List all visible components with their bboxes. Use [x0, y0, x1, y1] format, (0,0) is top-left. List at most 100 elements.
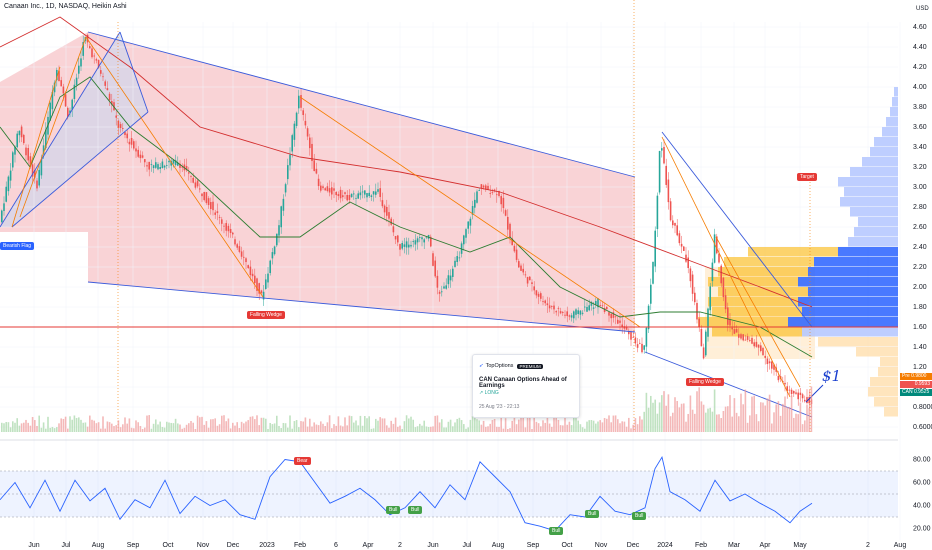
candle-body: [188, 172, 190, 174]
candle-body: [526, 276, 529, 284]
volume-bar: [69, 416, 71, 432]
volume-bar: [590, 420, 593, 432]
idea-source[interactable]: ➶ TopOptions PREMIUM: [479, 363, 543, 369]
volume-profile-bar: [850, 207, 898, 217]
volume-bar: [5, 422, 7, 432]
volume-bar: [9, 427, 12, 432]
volume-profile-bar-value: [748, 247, 838, 257]
candle-body: [559, 311, 562, 314]
candle-body: [410, 244, 412, 247]
volume-bar: [797, 414, 799, 432]
volume-bar: [166, 421, 168, 432]
candle-body: [588, 305, 590, 311]
volume-bar: [410, 416, 412, 432]
volume-bar: [722, 410, 725, 432]
volume-bar: [64, 416, 67, 432]
volume-bar: [645, 392, 648, 432]
volume-bar: [42, 422, 45, 432]
rsi-bear-label: Bear: [294, 457, 311, 465]
candle-body: [284, 184, 287, 193]
volume-bar: [757, 421, 760, 432]
volume-bar: [201, 416, 203, 432]
symbol-header[interactable]: Canaan Inc., 1D, NASDAQ, Heikin Ashi: [4, 3, 127, 10]
candle-body: [656, 195, 659, 230]
candle-body: [581, 312, 584, 314]
candle-body: [394, 236, 397, 240]
candle-body: [399, 244, 401, 250]
time-axis-tick: Feb: [695, 542, 707, 549]
candle-body: [320, 185, 322, 191]
candle-body: [346, 194, 348, 201]
trend-line: [661, 131, 813, 328]
candle-body: [687, 257, 689, 269]
volume-bar: [707, 408, 709, 432]
volume-bar: [335, 425, 337, 432]
volume-bar: [586, 421, 588, 432]
idea-card[interactable]: ➶ TopOptions PREMIUM CAN Canaan Options …: [472, 354, 580, 418]
candle-body: [372, 191, 375, 195]
volume-bar: [320, 421, 322, 432]
candle-body: [339, 189, 342, 199]
volume-bar: [771, 423, 773, 432]
candle-body: [60, 80, 62, 87]
volume-bar: [777, 401, 780, 432]
volume-bar: [205, 421, 208, 432]
idea-date: 25 Aug '23 - 22:13: [479, 404, 520, 410]
volume-bar: [599, 420, 601, 432]
volume-bar: [326, 422, 329, 432]
trend-line: [87, 31, 636, 178]
time-axis-tick: Feb: [294, 542, 306, 549]
volume-bar: [500, 415, 502, 432]
candle-body: [210, 202, 212, 210]
volume-bar: [111, 423, 113, 432]
candle-body: [49, 102, 51, 121]
candle-body: [524, 274, 527, 276]
idea-title[interactable]: CAN Canaan Options Ahead of Earnings: [479, 377, 567, 389]
volume-bar: [471, 416, 474, 432]
candle-body: [405, 241, 408, 248]
volume-bar: [625, 426, 628, 432]
candle-body: [493, 189, 496, 191]
volume-bar: [122, 424, 124, 432]
volume-bar: [328, 415, 331, 432]
volume-bar: [702, 404, 705, 432]
candle-body: [375, 191, 377, 195]
volume-bar: [727, 406, 729, 432]
candle-body: [546, 303, 549, 306]
volume-bar: [430, 426, 432, 432]
candle-body: [548, 305, 551, 309]
volume-bar: [361, 425, 364, 432]
candle-body: [491, 192, 494, 194]
volume-bar: [119, 427, 122, 432]
volume-profile-bar: [868, 387, 898, 397]
candle-body: [738, 334, 740, 338]
volume-bar: [243, 423, 245, 432]
candle-body: [317, 178, 320, 187]
volume-bar: [317, 425, 320, 432]
candle-body: [80, 58, 82, 67]
candle-body: [29, 156, 32, 167]
candle-body: [683, 246, 685, 251]
candle-body: [58, 70, 60, 81]
volume-bar: [346, 425, 348, 432]
candle-body: [533, 286, 535, 291]
volume-bar: [685, 421, 687, 432]
candle-body: [221, 219, 223, 224]
price-axis-tick: 3.80: [913, 104, 927, 111]
candle-body: [764, 355, 766, 358]
volume-bar: [256, 415, 258, 432]
candle-body: [243, 256, 245, 258]
candle-body: [601, 305, 604, 307]
candle-body: [282, 198, 285, 211]
volume-bar: [617, 419, 619, 432]
volume-bar: [368, 416, 370, 432]
volume-bar: [20, 423, 23, 432]
volume-bar: [676, 400, 678, 432]
volume-bar: [529, 415, 531, 432]
volume-bar: [313, 422, 315, 432]
candle-body: [711, 262, 714, 282]
volume-bar: [735, 412, 738, 432]
time-axis-tick: Oct: [562, 542, 573, 549]
volume-bar: [436, 415, 439, 432]
